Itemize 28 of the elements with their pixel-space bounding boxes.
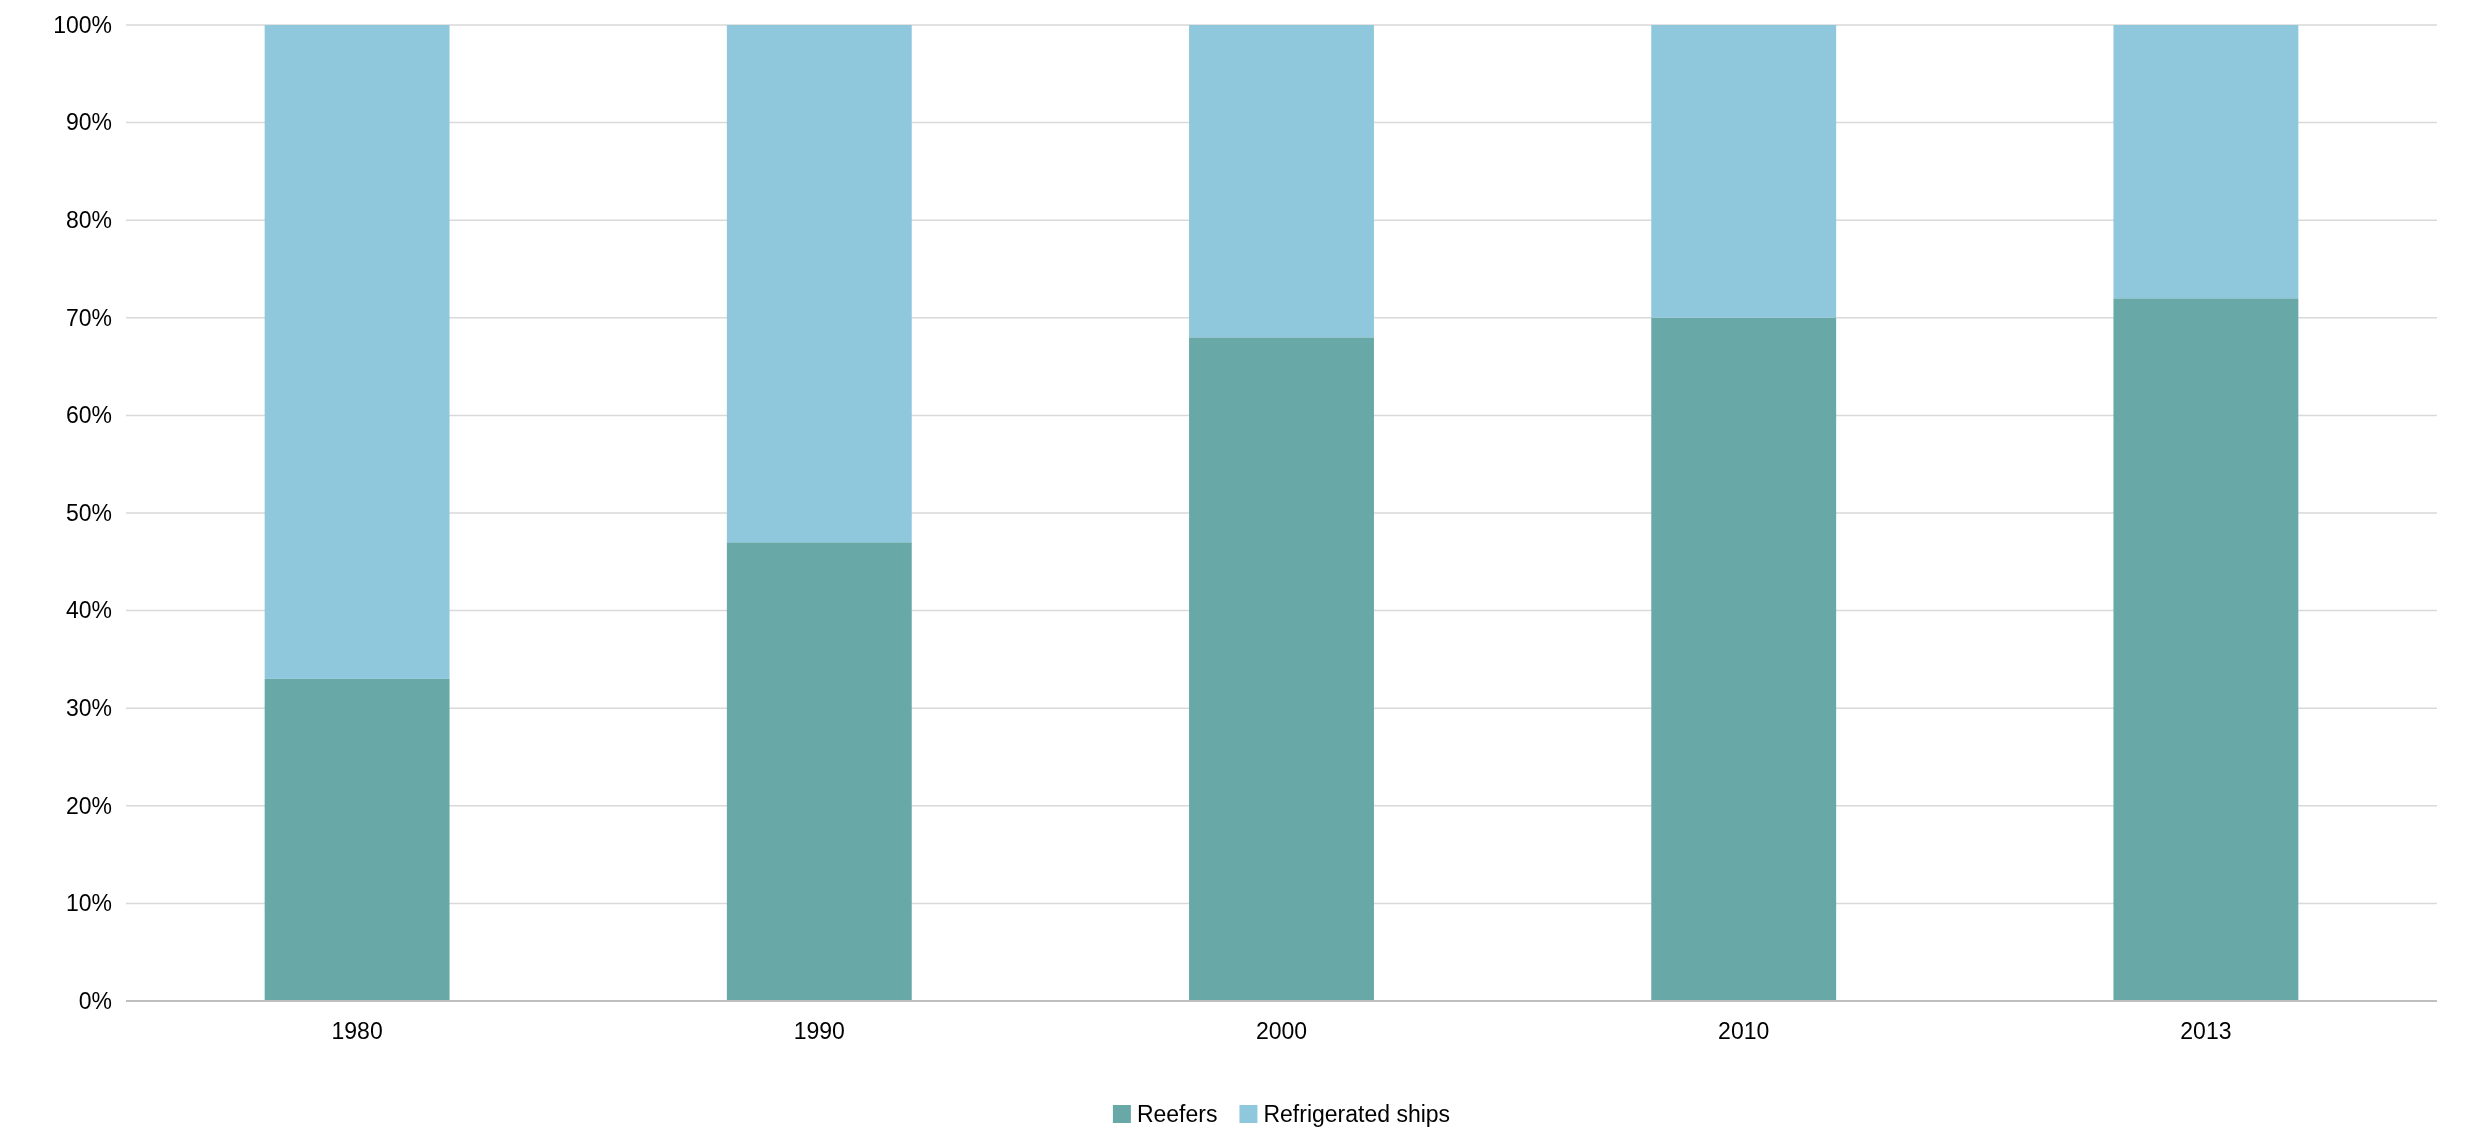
legend-label: Refrigerated ships <box>1263 1101 1451 1127</box>
y-tick-label: 10% <box>65 890 112 917</box>
y-tick-label: 50% <box>65 499 112 526</box>
y-tick-label: 40% <box>65 597 112 624</box>
bar <box>264 678 450 1001</box>
x-tick-label: 2000 <box>1255 1018 1308 1045</box>
bar <box>1651 317 1837 1001</box>
bar <box>2113 25 2299 299</box>
y-tick-label: 80% <box>65 207 112 234</box>
bar <box>1189 337 1374 1001</box>
x-tick-label: 1990 <box>793 1018 845 1045</box>
legend-label: Reefers <box>1136 1101 1218 1127</box>
bar <box>2113 298 2299 1001</box>
bar <box>1189 25 1374 338</box>
x-tick-label: 2013 <box>2180 1018 2232 1045</box>
bar <box>1651 25 1837 318</box>
y-tick-label: 30% <box>65 695 112 722</box>
y-tick-label: 70% <box>65 304 112 331</box>
bar <box>726 542 912 1001</box>
x-tick-label: 1980 <box>331 1018 383 1045</box>
y-tick-label: 90% <box>65 109 112 136</box>
y-tick-label: 0% <box>78 987 112 1014</box>
bar <box>264 25 450 679</box>
y-tick-label: 60% <box>65 402 112 429</box>
y-tick-label: 100% <box>53 11 112 38</box>
x-tick-label: 2010 <box>1718 1018 1770 1045</box>
bar <box>726 25 912 543</box>
y-tick-label: 20% <box>65 792 112 819</box>
